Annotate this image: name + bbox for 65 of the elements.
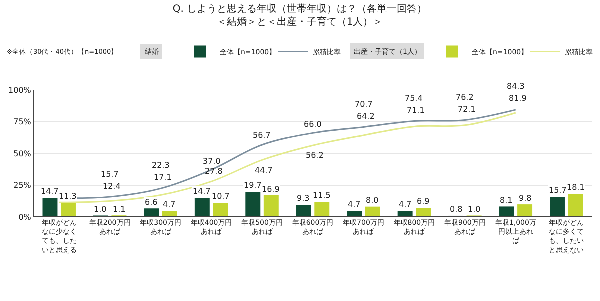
data-label: 1.0 <box>468 205 481 214</box>
data-label: 1.0 <box>94 205 107 214</box>
chart-title: Q. しようと思える年収（世帯年収）は？（各単一回答） <box>172 3 428 16</box>
data-label: 44.7 <box>255 166 273 175</box>
bar <box>568 194 584 217</box>
data-label: 15.7 <box>101 170 119 179</box>
data-label: 11.3 <box>59 192 77 201</box>
bar <box>144 208 160 217</box>
data-label: 70.7 <box>355 100 373 109</box>
bar <box>550 197 565 217</box>
data-label: 71.1 <box>407 106 425 115</box>
data-label: 14.7 <box>41 187 59 196</box>
data-label: 75.4 <box>405 94 423 103</box>
data-label: 66.0 <box>304 120 322 129</box>
data-label: 8.1 <box>500 196 513 205</box>
data-label: 56.2 <box>306 151 324 160</box>
data-label: 1.1 <box>113 205 126 214</box>
data-label: 72.1 <box>458 105 476 114</box>
data-label: 9.3 <box>297 194 310 203</box>
y-tick-label: 100% <box>8 86 32 95</box>
y-tick-label: 25% <box>14 181 32 190</box>
data-label: 11.5 <box>313 191 331 200</box>
data-label: 76.2 <box>456 93 474 102</box>
y-tick-label: 0% <box>18 212 32 222</box>
bar <box>194 198 210 217</box>
data-label: 15.7 <box>549 186 567 195</box>
y-tick-label: 75% <box>14 118 32 127</box>
data-label: 17.1 <box>154 173 172 182</box>
bar <box>213 203 228 217</box>
bar <box>246 192 261 217</box>
bar <box>162 211 178 217</box>
y-tick-label: 50% <box>14 149 32 158</box>
data-label: 16.9 <box>262 185 280 194</box>
bar <box>42 198 58 217</box>
bar <box>264 196 279 217</box>
data-label: 81.9 <box>509 94 527 103</box>
data-label: 22.3 <box>152 161 170 170</box>
data-label: 18.1 <box>567 183 585 192</box>
data-label: 4.7 <box>399 200 412 209</box>
data-label: 10.7 <box>212 192 230 201</box>
data-label: 9.8 <box>519 194 532 203</box>
data-label: 37.0 <box>203 157 221 166</box>
bar <box>499 206 514 217</box>
data-label: 27.8 <box>205 167 223 176</box>
data-label: 19.7 <box>244 181 262 190</box>
data-label: 12.4 <box>103 182 121 191</box>
data-label: 14.7 <box>193 187 211 196</box>
bar <box>416 208 432 217</box>
chart-subtitle: ＜結婚＞と＜出産・子育て（1人）＞ <box>216 16 384 28</box>
data-label: 0.8 <box>450 205 463 214</box>
bar <box>296 205 312 217</box>
bar <box>314 202 330 217</box>
bar <box>347 211 362 217</box>
data-label: 4.7 <box>348 200 361 209</box>
data-label: 84.3 <box>507 82 525 91</box>
data-label: 64.2 <box>357 112 375 121</box>
bar <box>518 204 533 217</box>
data-label: 6.9 <box>417 197 430 206</box>
bar <box>365 206 380 217</box>
data-label: 8.0 <box>366 196 379 205</box>
data-label: 56.7 <box>253 131 271 140</box>
bar <box>61 202 76 217</box>
data-label: 6.6 <box>145 198 158 207</box>
bar <box>398 211 413 217</box>
data-label: 4.7 <box>163 200 176 209</box>
